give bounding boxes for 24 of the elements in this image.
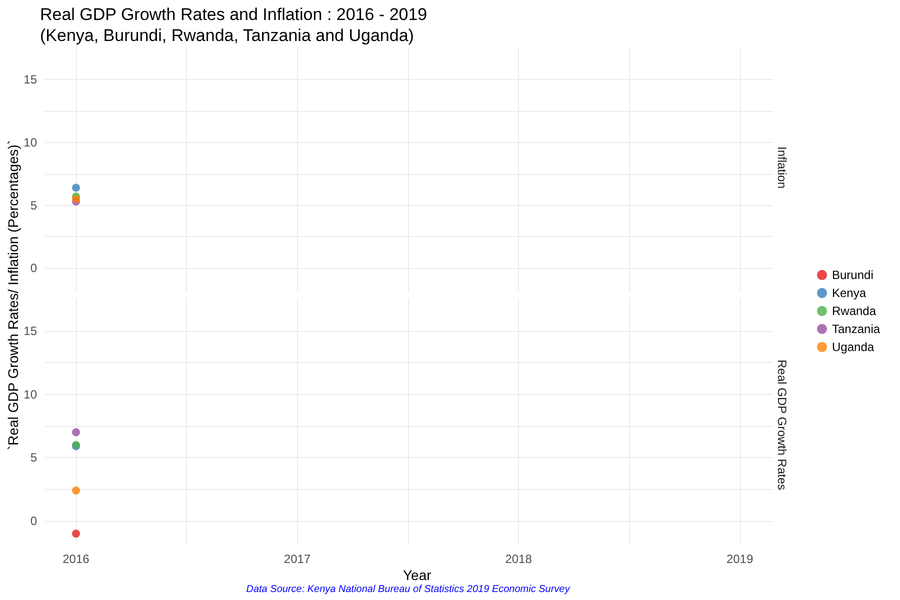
y-tick-label: 15 xyxy=(24,72,38,87)
y-tick-label: 5 xyxy=(30,198,38,212)
y2-axis-title: Real GDP Growth Rates xyxy=(775,360,789,490)
x-tick-label: 2017 xyxy=(284,552,311,566)
chart-subtitle: (Kenya, Burundi, Rwanda, Tanzania and Uganda) xyxy=(40,25,415,46)
legend-label: Kenya xyxy=(832,286,866,300)
chart-title: Real GDP Growth Rates and Inflation : 2016 - 2019 xyxy=(40,4,428,25)
y-axis-title: `Real GDP Growth Rates/ Inflation (Percentages)` xyxy=(5,140,21,450)
y-tick-label: 10 xyxy=(24,387,38,402)
y-tick-label: 5 xyxy=(30,450,38,465)
y-tick-label: 15 xyxy=(24,324,38,338)
x-tick-label: 2016 xyxy=(62,552,90,566)
x-tick-label: 2019 xyxy=(726,552,754,566)
legend-label: Rwanda xyxy=(832,304,876,318)
legend-label: Uganda xyxy=(832,340,874,354)
y2-axis-title: Inflation xyxy=(775,146,789,189)
y-tick-label: 0 xyxy=(30,514,38,528)
x-tick-label: 2018 xyxy=(505,552,532,566)
source-note: Data Source: Kenya National Bureau of Statistics 2019 Economic Survey xyxy=(246,584,570,595)
y-tick-label: 10 xyxy=(24,135,38,150)
x-axis-title: Year xyxy=(403,567,432,583)
y-tick-label: 0 xyxy=(30,261,38,276)
legend-label: Tanzania xyxy=(832,322,880,336)
legend-label: Burundi xyxy=(832,268,874,282)
